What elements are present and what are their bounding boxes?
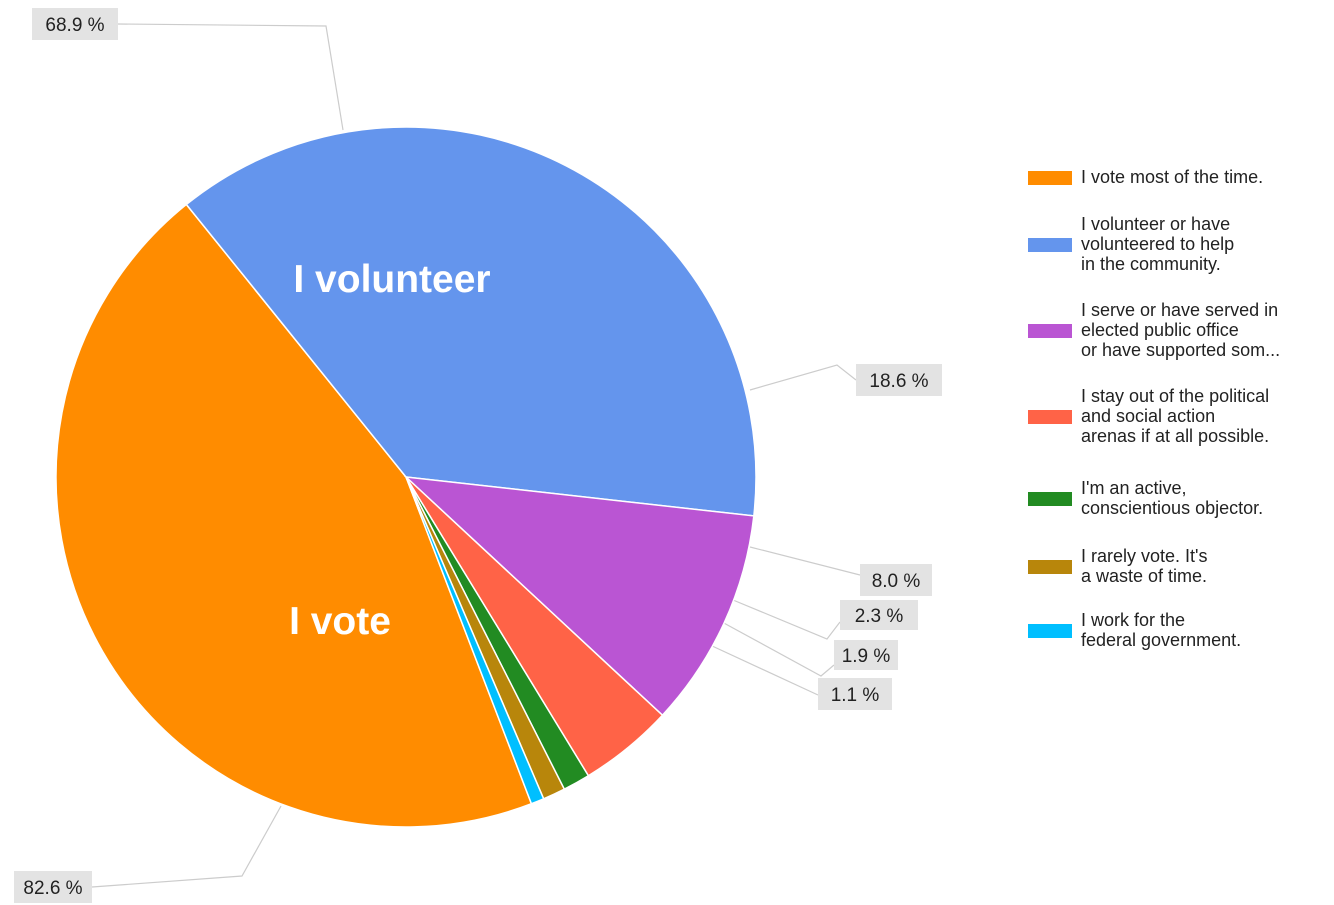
legend-swatch-i-vote-most-of-the-time: [1028, 171, 1072, 185]
percentage-label-box: [860, 564, 932, 596]
percentage-label-box: [856, 364, 942, 396]
pie-slice-i-work-for-the-federal-government: [405, 476, 545, 805]
percentage-label-i-rarely-vote-it-s-a-waste-of-time: 1.9 %: [842, 646, 891, 667]
percentage-label-i-serve-or-have-served-in-elected-public: 18.6 %: [869, 371, 928, 392]
leader-line: [91, 805, 282, 888]
leader-line: [732, 599, 841, 640]
legend-label-i-rarely-vote-it-s-a-waste-of-time: I rarely vote. It's a waste of time.: [1081, 546, 1207, 586]
leader-line: [709, 644, 819, 696]
legend-swatch-i-work-for-the-federal-government: [1028, 624, 1072, 638]
pie-slices: [55, 126, 757, 828]
percentage-label-box: [818, 678, 892, 710]
legend-swatch-i-m-an-active-conscientious-objector: [1028, 492, 1072, 506]
legend-label-i-m-an-active-conscientious-objector: I'm an active, conscientious objector.: [1081, 478, 1263, 518]
percentage-label-i-work-for-the-federal-government: 1.1 %: [831, 685, 880, 706]
legend-swatch-i-stay-out-of-the-political-and-social-a: [1028, 410, 1072, 424]
percentage-label-box: [14, 871, 92, 903]
leader-line: [721, 621, 835, 677]
overlay-label-volunteer: I volunteer: [293, 258, 490, 301]
percentage-label-i-volunteer-or-have-volunteered-to-help-: 68.9 %: [45, 15, 104, 36]
legend-label-i-serve-or-have-served-in-elected-public: I serve or have served in elected public …: [1081, 300, 1280, 360]
percentage-label-box: [834, 640, 898, 670]
percentage-labels: 82.6 % 68.9 % 18.6 % 8.0 % 2.3 % 1.9 % 1.1 %: [14, 8, 942, 903]
legend-label-i-volunteer-or-have-volunteered-to-help-: I volunteer or have volunteered to help in…: [1081, 214, 1234, 274]
pie-slice-i-serve-or-have-served-in-elected-public: [403, 476, 755, 717]
pie-slice-i-vote-most-of-the-time: [55, 203, 533, 828]
pie-slice-i-volunteer-or-have-volunteered-to-help-: [185, 126, 757, 517]
legend-swatch-i-serve-or-have-served-in-elected-public: [1028, 324, 1072, 338]
leader-line: [749, 546, 861, 576]
legend-swatch-i-rarely-vote-it-s-a-waste-of-time: [1028, 560, 1072, 574]
legend-label-i-stay-out-of-the-political-and-social-a: I stay out of the political and social ac…: [1081, 386, 1269, 446]
leader-line: [117, 23, 344, 131]
percentage-label-box: [32, 8, 118, 40]
percentage-label-i-m-an-active-conscientious-objector: 2.3 %: [855, 606, 904, 627]
legend-label-i-work-for-the-federal-government: I work for the federal government.: [1081, 610, 1241, 650]
leader-line: [749, 364, 857, 391]
callout-leader-lines: [91, 23, 861, 888]
overlay-label-vote: I vote: [289, 600, 391, 643]
legend: I vote most of the time. I volunteer or h…: [1028, 167, 1280, 650]
percentage-label-i-stay-out-of-the-political-and-social-a: 8.0 %: [872, 571, 921, 592]
legend-label-i-vote-most-of-the-time: I vote most of the time.: [1081, 167, 1263, 187]
legend-swatch-i-volunteer-or-have-volunteered-to-help-: [1028, 238, 1072, 252]
percentage-label-box: [840, 600, 918, 630]
percentage-label-i-vote-most-of-the-time: 82.6 %: [23, 878, 82, 899]
